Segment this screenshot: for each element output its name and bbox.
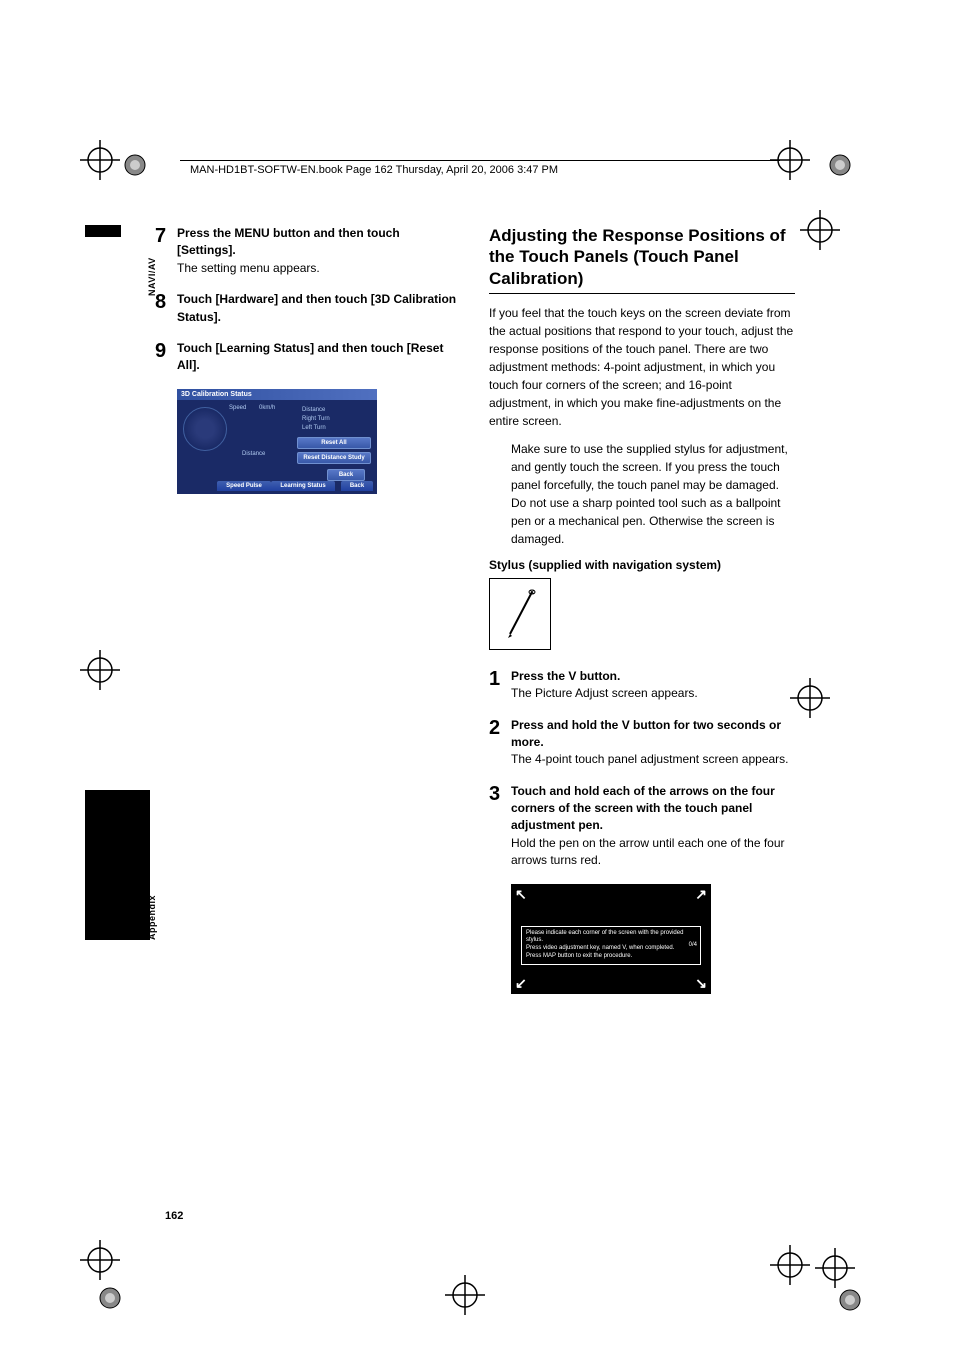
- speed-value: 0km/h: [259, 405, 275, 411]
- gauge-icon: [183, 407, 227, 451]
- stylus-caption: Stylus (supplied with navigation system): [489, 558, 795, 572]
- step-number: 3: [489, 783, 511, 870]
- step-plain: Hold the pen on the arrow until each one…: [511, 836, 785, 867]
- calibration-message: Please indicate each corner of the scree…: [521, 926, 701, 965]
- calibration-screenshot: 3D Calibration Status Speed 0km/h Distan…: [177, 389, 377, 494]
- step-plain: The Picture Adjust screen appears.: [511, 686, 698, 700]
- step-body: Press the V button. The Picture Adjust s…: [511, 668, 795, 703]
- reg-mark-icon: [830, 1280, 870, 1320]
- reg-mark-icon: [790, 678, 830, 718]
- content-area: 7 Press the MENU button and then touch […: [155, 225, 795, 994]
- reg-mark-icon: [800, 210, 840, 250]
- reg-mark-icon: [770, 1245, 810, 1285]
- step-3: 3 Touch and hold each of the arrows on t…: [489, 783, 795, 870]
- black-bar-icon: [85, 225, 121, 237]
- note-paragraph: Make sure to use the supplied stylus for…: [511, 440, 795, 548]
- step-9: 9 Touch [Learning Status] and then touch…: [155, 340, 461, 375]
- step-bold: Press and hold the V button for two seco…: [511, 718, 781, 749]
- msg-line: Press video adjustment key, named V, whe…: [526, 945, 696, 953]
- step-number: 2: [489, 717, 511, 769]
- reg-mark-icon: [820, 145, 860, 185]
- header-rule: [180, 160, 780, 161]
- step-7: 7 Press the MENU button and then touch […: [155, 225, 461, 277]
- step-number: 9: [155, 340, 177, 375]
- step-bold: Press the V button.: [511, 669, 620, 683]
- step-body: Touch and hold each of the arrows on the…: [511, 783, 795, 870]
- reg-mark-icon: [90, 1278, 130, 1318]
- back-tab[interactable]: Back: [341, 481, 373, 491]
- right-turn-label: Right Turn: [302, 416, 330, 422]
- section-heading: Adjusting the Response Positions of the …: [489, 225, 795, 294]
- screenshot-title: 3D Calibration Status: [177, 389, 377, 400]
- calibration-counter: 0/4: [689, 942, 697, 948]
- right-column: Adjusting the Response Positions of the …: [489, 225, 795, 994]
- arrow-br-icon: ↘: [695, 975, 707, 992]
- step-2: 2 Press and hold the V button for two se…: [489, 717, 795, 769]
- stylus-icon: [500, 586, 540, 641]
- distance-tab-label: Distance: [242, 451, 265, 457]
- step-plain: The 4-point touch panel adjustment scree…: [511, 752, 789, 766]
- arrow-tr-icon: ↗: [695, 886, 707, 903]
- step-body: Press the MENU button and then touch [Se…: [177, 225, 461, 277]
- step-bold: Touch [Hardware] and then touch [3D Cali…: [177, 292, 456, 323]
- step-number: 7: [155, 225, 177, 277]
- left-column: 7 Press the MENU button and then touch […: [155, 225, 461, 994]
- arrow-tl-icon: ↖: [515, 886, 527, 903]
- step-number: 8: [155, 291, 177, 326]
- distance-label: Distance: [302, 407, 325, 413]
- black-bar-icon: [85, 790, 150, 940]
- step-1: 1 Press the V button. The Picture Adjust…: [489, 668, 795, 703]
- msg-line: Press MAP button to exit the procedure.: [526, 953, 696, 961]
- speed-pulse-tab[interactable]: Speed Pulse: [217, 481, 271, 491]
- arrow-bl-icon: ↙: [515, 975, 527, 992]
- step-bold: Press the MENU button and then touch [Se…: [177, 226, 400, 257]
- reset-all-button[interactable]: Reset All: [297, 437, 371, 449]
- reg-mark-icon: [80, 650, 120, 690]
- reg-mark-icon: [80, 140, 120, 180]
- reset-distance-button[interactable]: Reset Distance Study: [297, 452, 371, 464]
- step-body: Press and hold the V button for two seco…: [511, 717, 795, 769]
- stylus-illustration: [489, 578, 551, 650]
- step-body: Touch [Learning Status] and then touch […: [177, 340, 461, 375]
- reg-mark-icon: [445, 1275, 485, 1315]
- step-bold: Touch [Learning Status] and then touch […: [177, 341, 443, 372]
- reg-mark-icon: [80, 1240, 120, 1280]
- step-8: 8 Touch [Hardware] and then touch [3D Ca…: [155, 291, 461, 326]
- step-plain: The setting menu appears.: [177, 261, 320, 275]
- header-text: MAN-HD1BT-SOFTW-EN.book Page 162 Thursda…: [190, 164, 558, 176]
- touch-calibration-screenshot: ↖ ↗ ↙ ↘ Please indicate each corner of t…: [511, 884, 711, 994]
- msg-line: Please indicate each corner of the scree…: [526, 930, 696, 946]
- left-turn-label: Left Turn: [302, 425, 326, 431]
- page-number: 162: [165, 1210, 183, 1222]
- learning-status-tab[interactable]: Learning Status: [271, 481, 335, 491]
- intro-paragraph: If you feel that the touch keys on the s…: [489, 304, 795, 430]
- step-number: 1: [489, 668, 511, 703]
- step-bold: Touch and hold each of the arrows on the…: [511, 784, 775, 833]
- back-button[interactable]: Back: [327, 469, 365, 481]
- page: MAN-HD1BT-SOFTW-EN.book Page 162 Thursda…: [0, 0, 954, 1351]
- step-body: Touch [Hardware] and then touch [3D Cali…: [177, 291, 461, 326]
- speed-label: Speed: [229, 405, 246, 411]
- reg-mark-icon: [115, 145, 155, 185]
